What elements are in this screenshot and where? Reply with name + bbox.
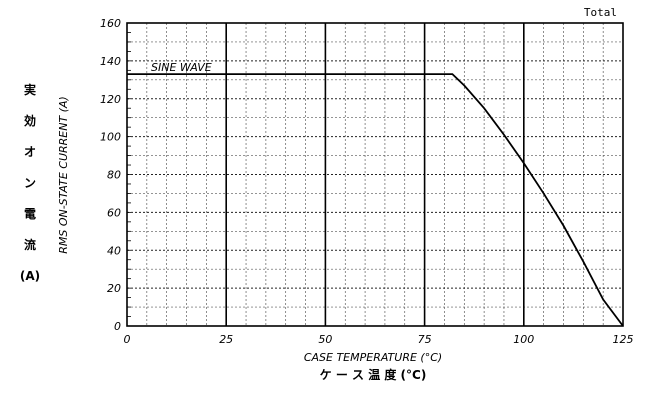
y-axis-label-japanese-char: オ: [24, 145, 36, 159]
x-tick-label: 50: [318, 333, 332, 346]
y-tick-label: 40: [107, 244, 121, 257]
y-axis-label-japanese-char: 流: [24, 237, 36, 252]
x-tick-label: 100: [513, 333, 534, 346]
x-tick-label: 25: [219, 333, 233, 346]
grid: [127, 23, 623, 326]
y-tick-label: 140: [100, 55, 121, 68]
x-tick-labels: 0 25 50 75 100 125: [124, 333, 634, 346]
chart-title: Total: [584, 6, 617, 19]
y-tick-label: 0: [114, 320, 121, 333]
y-tick-labels: 0 20 40 60 80 100 120 140 160: [100, 17, 121, 333]
y-axis-label-japanese-char: 実: [24, 82, 36, 97]
x-axis-label-japanese: ケ ー ス 温 度 (°C): [320, 367, 427, 382]
y-axis-label-japanese-char: ン: [24, 176, 36, 190]
y-axis-label-japanese-char: 効: [24, 113, 36, 128]
y-tick-label: 80: [107, 169, 121, 182]
y-tick-label: 20: [107, 282, 121, 295]
y-tick-label: 160: [100, 17, 121, 30]
x-tick-label: 75: [418, 333, 432, 346]
y-tick-label: 100: [100, 131, 121, 144]
x-axis-label: CASE TEMPERATURE (°C): [304, 351, 442, 364]
series-line-0: [127, 73, 624, 327]
y-tick-label: 120: [100, 93, 121, 106]
y-axis-label-japanese-char: 電: [24, 207, 36, 221]
annotation-sine-wave: SINE WAVE: [151, 61, 212, 74]
series-layer: [127, 73, 624, 327]
y-axis-label: RMS ON-STATE CURRENT (A): [57, 96, 70, 254]
x-tick-label: 0: [124, 333, 131, 346]
y-tick-label: 60: [107, 206, 121, 219]
x-tick-label: 125: [613, 333, 634, 346]
y-axis-label-japanese-char: (A): [20, 269, 40, 283]
